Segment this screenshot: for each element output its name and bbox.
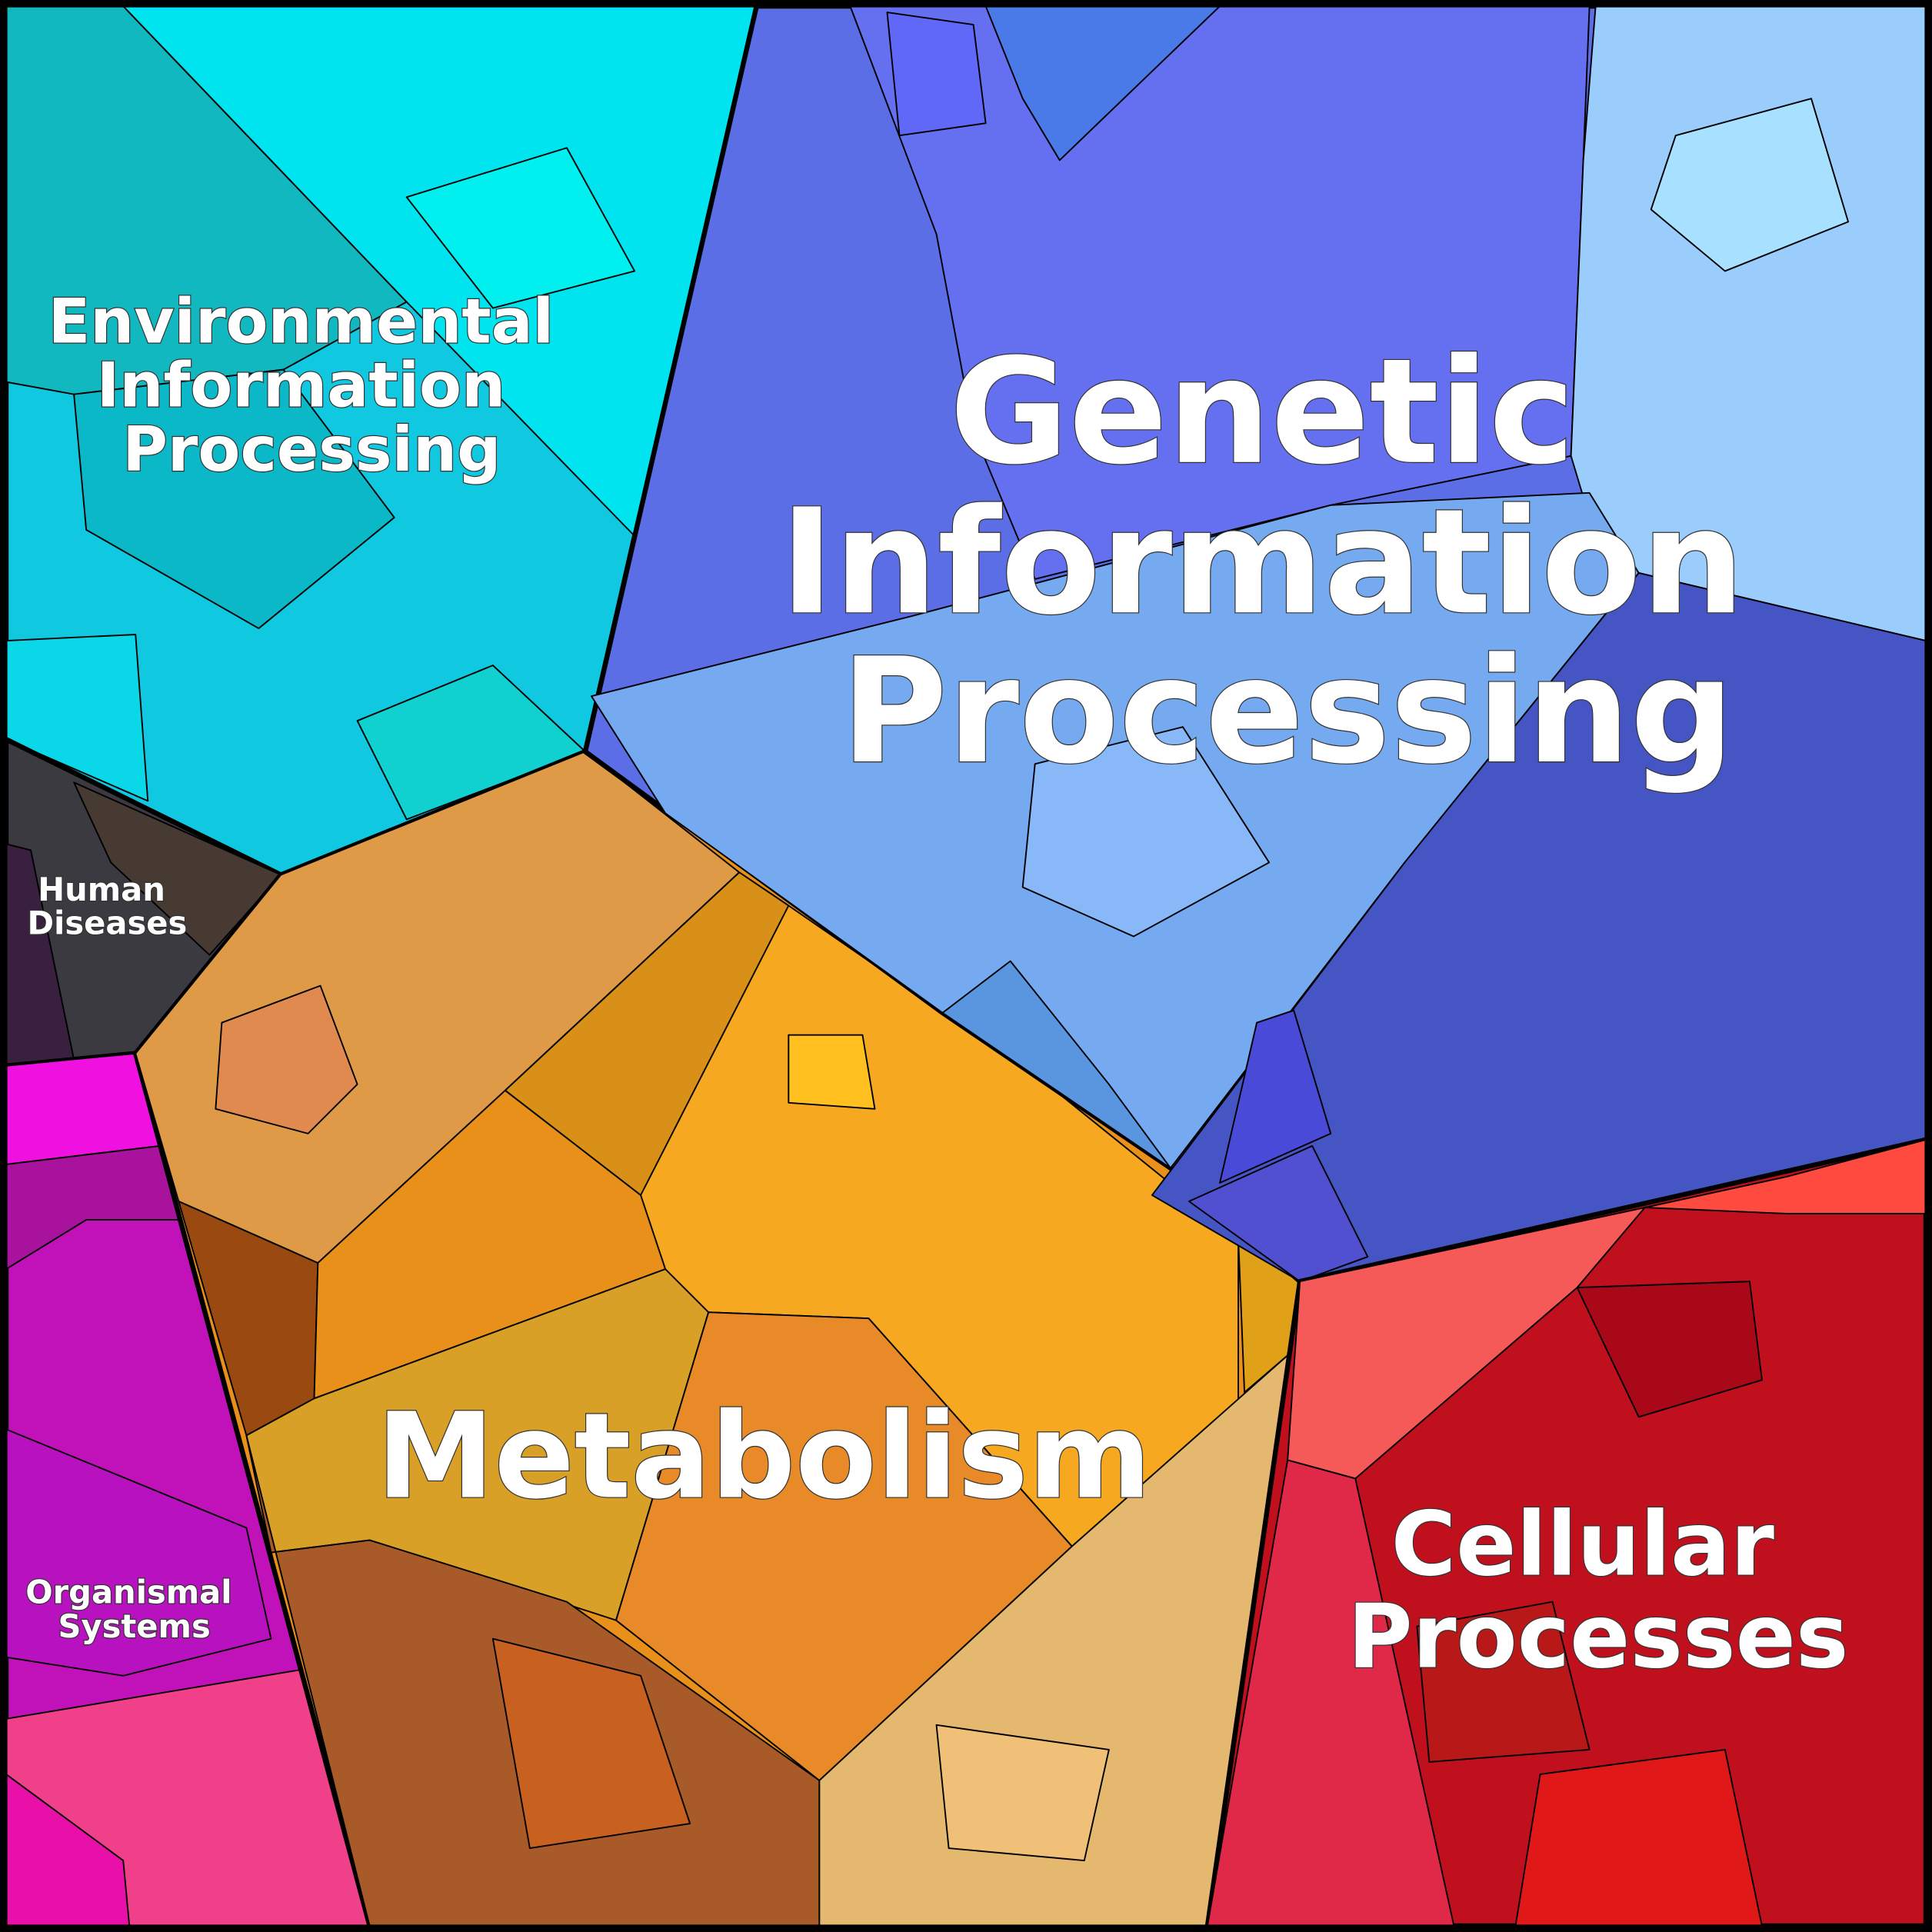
label-metabolism: Metabolism xyxy=(376,1387,1151,1525)
region-metabolism[interactable] xyxy=(133,749,1303,1929)
label-genetic: Genetic Information Processing xyxy=(780,328,1795,796)
label-environmental: Environmental Information Processing xyxy=(48,285,575,485)
region-genetic[interactable] xyxy=(582,3,1929,1284)
label-organismal-systems: Organismal Systems xyxy=(25,1573,243,1645)
region-cellular[interactable] xyxy=(1204,1137,1929,1929)
label-cellular: Cellular Processes xyxy=(1347,1493,1848,1688)
label-human-diseases: Human Diseases xyxy=(27,871,187,941)
